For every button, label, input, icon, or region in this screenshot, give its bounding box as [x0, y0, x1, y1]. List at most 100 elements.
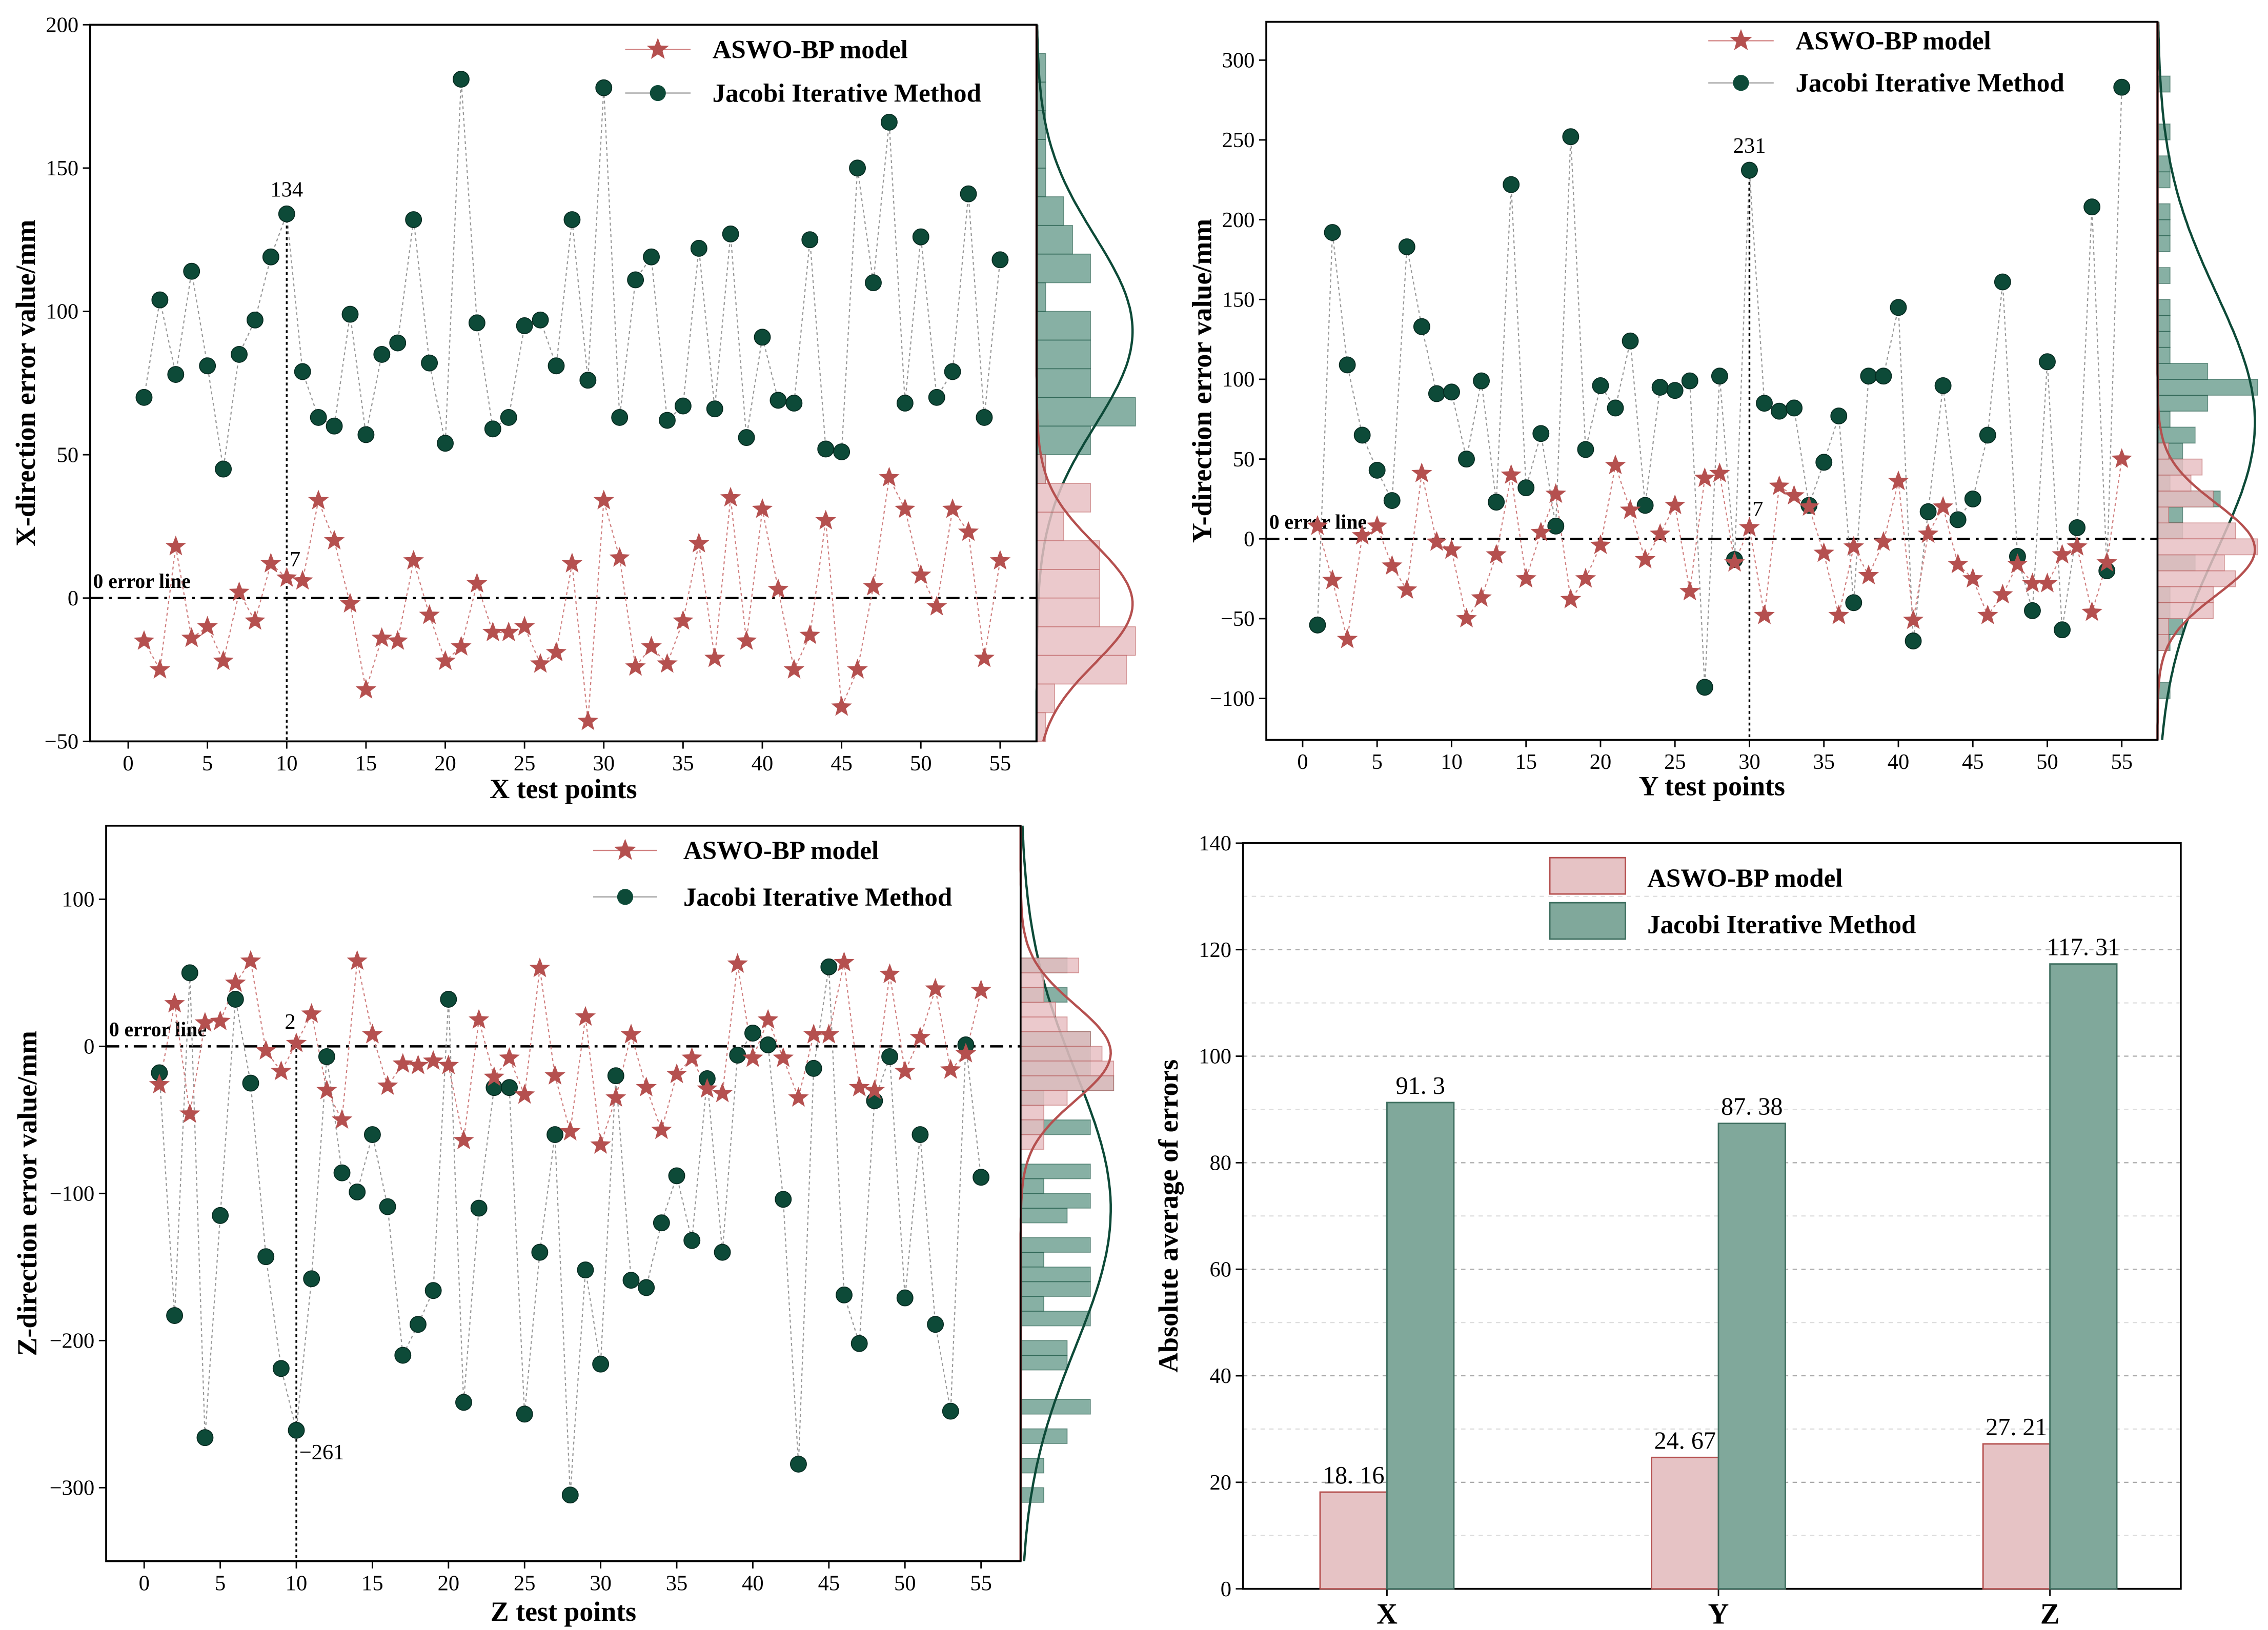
aswo-point	[387, 630, 409, 650]
aswo-point	[482, 621, 503, 641]
aswo-point	[467, 573, 488, 593]
aswo-point	[438, 1054, 459, 1074]
jacobi-point	[607, 1067, 624, 1085]
aswo-point	[276, 567, 297, 587]
jacobi-point	[653, 1214, 670, 1232]
aswo-point	[1381, 555, 1403, 575]
jacobi-point	[866, 1092, 883, 1109]
jacobi-point	[278, 205, 295, 222]
aswo-point	[1605, 454, 1626, 475]
aswo-point	[636, 1076, 657, 1096]
x-tick-label: 45	[1962, 750, 1984, 774]
aswo-point	[545, 641, 567, 662]
aswo-point	[213, 650, 234, 670]
aswo-point	[773, 1047, 794, 1067]
histogram-bin-jacobi	[2157, 267, 2171, 284]
bar-aswo	[1319, 1491, 1388, 1590]
aswo-point	[720, 486, 741, 507]
y-tick-label: 200	[1222, 208, 1255, 232]
x-tick-label: 55	[989, 751, 1011, 776]
x-tick-label: 50	[2036, 750, 2058, 774]
jacobi-point	[1756, 395, 1773, 412]
aswo-point	[403, 549, 424, 570]
histogram-bin-aswo	[2157, 522, 2236, 540]
jacobi-point	[1488, 494, 1505, 511]
histogram-bin-jacobi	[2157, 331, 2171, 348]
jacobi-point	[1547, 517, 1565, 535]
aswo-point	[1501, 464, 1522, 484]
aswo-point	[1530, 521, 1551, 542]
legend-aswo-swatch	[1549, 857, 1626, 895]
annotation-aswo-label: 2	[285, 1010, 295, 1034]
jacobi-point	[470, 1199, 488, 1217]
x-tick-label: 30	[590, 1572, 612, 1596]
legend-jacobi-circle-icon	[617, 889, 634, 905]
y-tick-label: 200	[46, 13, 78, 37]
histogram-bin-jacobi	[2157, 219, 2171, 236]
jacobi-point	[326, 417, 343, 435]
aswo-point	[1307, 515, 1328, 535]
annotation-min-label: −261	[299, 1440, 345, 1464]
legend-aswo-label: ASWO-BP model	[713, 35, 908, 64]
histogram-bin-jacobi	[1036, 139, 1046, 169]
jacobi-point	[820, 958, 838, 975]
jacobi-point	[912, 228, 929, 246]
histogram-bin-jacobi	[1036, 253, 1091, 283]
bar-value-label: 27. 21	[1986, 1414, 2048, 1441]
aswo-point	[1694, 467, 1715, 487]
jacobi-point	[410, 1316, 427, 1333]
aswo-point	[1709, 462, 1730, 482]
x-tick-label: 0	[123, 751, 133, 776]
aswo-point	[453, 1129, 474, 1150]
aswo-point	[1917, 523, 1939, 543]
histogram-bin-jacobi	[1036, 282, 1046, 312]
aswo-point	[1515, 567, 1536, 588]
jacobi-point	[759, 1036, 777, 1053]
legend-aswo-label: ASWO-BP model	[683, 837, 879, 865]
aswo-series-line	[1317, 459, 2122, 640]
aswo-point	[879, 963, 900, 983]
legend-jacobi-swatch	[1549, 902, 1626, 940]
aswo-point	[704, 647, 725, 667]
aswo-point	[651, 1119, 672, 1139]
jacobi-point	[744, 1025, 761, 1042]
y-tick-label: −200	[50, 1329, 95, 1353]
jacobi-point	[1994, 273, 2011, 291]
jacobi-point	[775, 1191, 792, 1208]
bar-value-label: 91. 3	[1395, 1072, 1445, 1099]
jacobi-point	[318, 1048, 335, 1065]
aswo-point	[165, 535, 186, 556]
jacobi-point	[896, 1289, 914, 1307]
jacobi-point	[363, 1126, 381, 1143]
y-tick-label: 0	[84, 1035, 94, 1059]
jacobi-point	[288, 1421, 305, 1439]
histogram-bin-jacobi	[2157, 379, 2258, 396]
histogram-bin-aswo	[1036, 655, 1127, 685]
jacobi-point	[1711, 368, 1728, 385]
jacobi-point	[1309, 616, 1326, 634]
y-tick-label: 20	[1209, 1471, 1231, 1495]
jacobi-point	[257, 1248, 275, 1266]
legend-aswo-label: ASWO-BP model	[1647, 864, 1842, 893]
x-tick-label: 40	[1888, 750, 1910, 774]
jacobi-point	[501, 1079, 518, 1096]
jacobi-point	[850, 1335, 868, 1352]
aswo-point	[926, 596, 947, 616]
y-axis-label: X-direction error value/mm	[10, 220, 41, 546]
jacobi-point	[2054, 621, 2071, 639]
x-tick-label: 0	[1297, 750, 1308, 774]
histogram-bin-aswo	[1036, 597, 1100, 627]
plot-frame	[105, 825, 1022, 1562]
jacobi-point	[373, 345, 391, 363]
aswo-point	[1619, 499, 1641, 519]
aswo-point	[925, 978, 946, 998]
aswo-point	[355, 679, 377, 699]
histogram-bin-jacobi	[1020, 1164, 1091, 1179]
x-tick-label: 5	[215, 1572, 226, 1596]
histogram-bin-jacobi	[1036, 397, 1136, 427]
aswo-point	[435, 650, 456, 670]
histogram-bin-jacobi	[1020, 1311, 1091, 1327]
histogram-bin-jacobi	[2157, 155, 2171, 173]
histogram-bin-aswo	[1036, 568, 1100, 599]
jacobi-point	[611, 409, 629, 426]
